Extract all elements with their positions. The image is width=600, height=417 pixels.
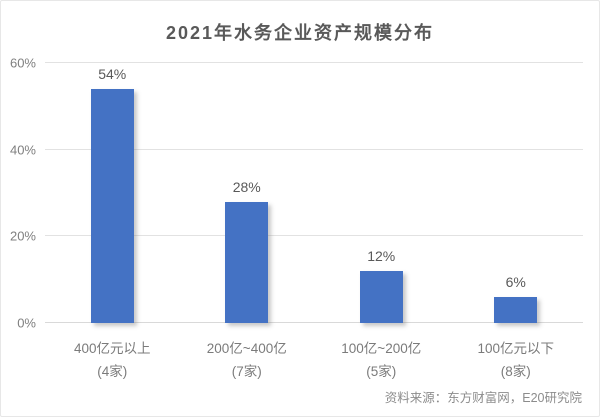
gridline — [45, 235, 583, 237]
x-axis-category-count: (8家) — [500, 364, 531, 379]
gridline — [45, 322, 583, 323]
bar — [359, 271, 403, 323]
x-axis-category: 100亿元以下 (8家) — [449, 337, 584, 383]
source-note: 资料来源：东方财富网，E20研究院 — [384, 391, 582, 405]
bar — [225, 201, 269, 323]
bar-group: 28% — [180, 63, 315, 323]
bar-value-label: 28% — [232, 178, 261, 195]
x-axis-category-label: 100亿元以下 — [477, 341, 555, 356]
x-axis-category-count: (7家) — [231, 364, 262, 379]
x-axis-category: 200亿~400亿 (7家) — [180, 337, 315, 383]
bar-value-label: 54% — [98, 66, 127, 82]
x-axis-category-count: (5家) — [366, 364, 397, 379]
bar-group: 54% — [45, 63, 180, 323]
x-axis-category: 100亿~200亿 (5家) — [314, 337, 449, 383]
y-axis-tick-label: 20% — [9, 228, 36, 244]
x-axis-category-label: 400亿元以上 — [73, 341, 151, 356]
bar-group: 6% — [449, 63, 584, 323]
bar-value-label: 6% — [505, 274, 526, 290]
gridline — [45, 62, 583, 63]
bar — [494, 297, 538, 323]
y-axis-tick-label: 0% — [17, 315, 36, 331]
x-axis-category-count: (4家) — [97, 364, 128, 379]
x-axis-labels: 400亿元以上 (4家) 200亿~400亿 (7家) 100亿~200亿 (5家) 100… — [45, 337, 583, 383]
bar-group: 12% — [314, 63, 449, 323]
bar-value-label: 12% — [367, 248, 396, 264]
y-axis-tick-label: 40% — [9, 142, 36, 158]
plot-area: 54% 28% 12% 6% 0% 20% 40% 60% — [10, 56, 583, 331]
chart-title: 2021年水务企业资产规模分布 — [165, 23, 435, 43]
bars-container: 54% 28% 12% 6% — [45, 63, 583, 323]
x-axis-category-label: 200亿~400亿 — [206, 341, 287, 356]
x-axis-category-label: 100亿~200亿 — [341, 341, 422, 356]
y-axis-tick-label: 60% — [9, 55, 36, 71]
gridline — [45, 148, 583, 150]
bar — [90, 89, 134, 323]
x-axis-category: 400亿元以上 (4家) — [45, 337, 180, 383]
